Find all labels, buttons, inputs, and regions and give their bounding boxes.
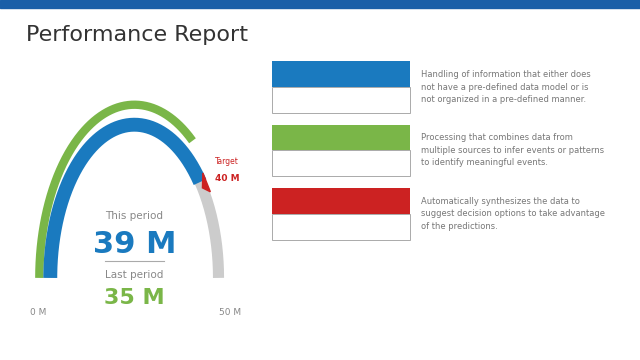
Text: 0 M: 0 M (30, 307, 47, 316)
Text: Last Period: Last Period (280, 132, 350, 143)
Text: 35 M: 35 M (104, 288, 164, 308)
Text: Last period: Last period (105, 270, 164, 280)
Text: 39,245,513: 39,245,513 (280, 95, 343, 105)
Text: This Period: This Period (280, 69, 350, 79)
Text: This period: This period (106, 211, 163, 221)
Text: 40,000,000: 40,000,000 (280, 222, 343, 232)
Text: 39 M: 39 M (93, 230, 176, 259)
Polygon shape (202, 173, 211, 192)
Text: Target: Target (280, 196, 320, 206)
Text: 50 M: 50 M (220, 307, 241, 316)
Text: 35,458,845: 35,458,845 (280, 158, 343, 168)
Text: Target: Target (215, 157, 239, 166)
Text: 40 M: 40 M (215, 175, 239, 184)
Text: Processing that combines data from
multiple sources to infer events or patterns
: Processing that combines data from multi… (421, 134, 604, 167)
Text: Automatically synthesizes the data to
suggest decision options to take advantage: Automatically synthesizes the data to su… (421, 197, 605, 231)
Text: Performance Report: Performance Report (26, 25, 248, 45)
Text: Handling of information that either does
not have a pre-defined data model or is: Handling of information that either does… (421, 70, 591, 104)
